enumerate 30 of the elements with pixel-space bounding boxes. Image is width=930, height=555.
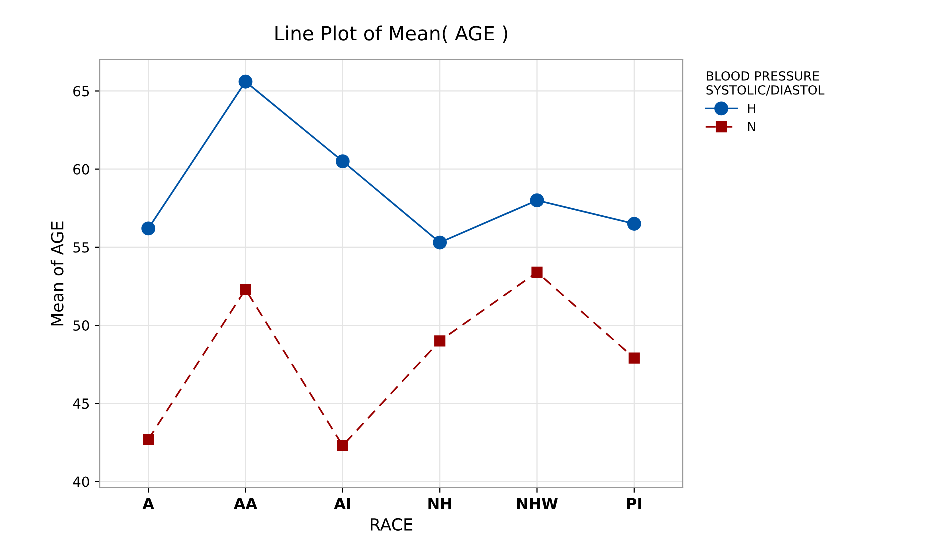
- y-tick-label: 40: [73, 476, 90, 488]
- y-tick-label: 50: [74, 320, 90, 332]
- point: [240, 284, 252, 296]
- y-tick-label: 45: [73, 398, 90, 410]
- x-axis-title: RACE: [371, 518, 413, 531]
- point: [628, 352, 640, 364]
- point: [532, 266, 543, 278]
- x-tick-label: PI: [627, 498, 642, 510]
- point: [336, 154, 350, 168]
- y-tick-label: 65: [74, 86, 90, 97]
- legend-title: BLOOD PRESSURE SYSTOLIC/DIASTOL: [706, 71, 825, 96]
- chart-title: Line Plot of Mean( AGE ): [276, 26, 508, 44]
- point: [337, 440, 348, 452]
- legend-label: N: [748, 122, 756, 132]
- x-tick-label: AA: [234, 498, 258, 510]
- point: [433, 236, 448, 250]
- x-tick-label: NH: [428, 498, 452, 510]
- x-tick-label: A: [142, 498, 154, 510]
- point: [530, 194, 544, 208]
- point: [627, 217, 642, 231]
- point: [434, 336, 446, 347]
- x-tick-label: AI: [334, 498, 350, 510]
- x-tick-label: NHW: [517, 498, 558, 510]
- y-axis-title: Mean of AGE: [50, 222, 64, 326]
- point: [142, 222, 156, 236]
- legend-label: H: [748, 104, 756, 114]
- point: [238, 74, 253, 89]
- y-tick-label: 60: [74, 164, 90, 175]
- point: [143, 434, 154, 446]
- y-tick-label: 55: [74, 242, 90, 253]
